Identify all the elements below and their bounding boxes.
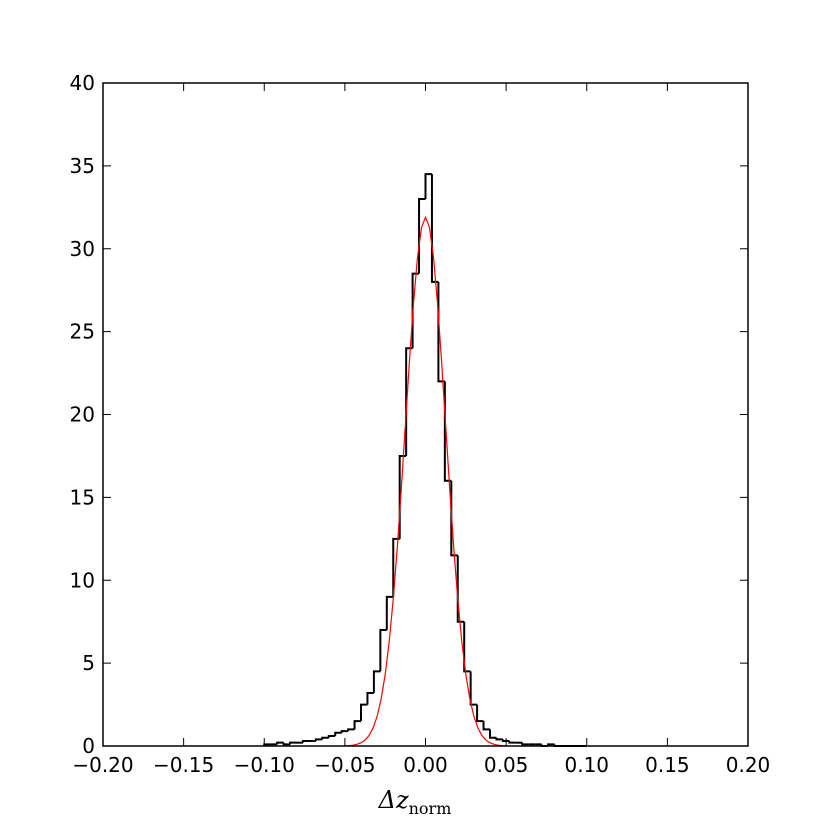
x-label-main: Δz xyxy=(378,786,409,814)
y-tick-label: 5 xyxy=(82,651,95,675)
y-tick-label: 10 xyxy=(70,568,95,592)
histogram-bin xyxy=(289,741,297,745)
y-tick-label: 15 xyxy=(70,485,95,509)
histogram-bin xyxy=(424,173,432,200)
histogram-bin xyxy=(385,595,394,630)
histogram-bin xyxy=(301,740,310,743)
histogram-bin xyxy=(469,671,478,706)
histogram-bin xyxy=(379,628,387,672)
y-tick-label: 40 xyxy=(70,71,95,95)
y-tick-label: 25 xyxy=(70,320,95,344)
histogram-bin xyxy=(430,174,439,283)
histogram-bin xyxy=(411,272,420,349)
y-tick-label: 20 xyxy=(70,403,95,427)
x-tick-label: 0.20 xyxy=(726,753,771,777)
fit-line xyxy=(344,215,507,747)
x-tick-label: 0.15 xyxy=(645,753,690,777)
histogram-bin xyxy=(476,704,484,723)
histogram-bin xyxy=(360,703,368,722)
x-tick-label: −0.05 xyxy=(314,753,375,777)
x-tick-label: 0.00 xyxy=(403,753,448,777)
histogram-bin xyxy=(327,735,336,738)
y-tick-label: 30 xyxy=(70,237,95,261)
histogram-bin xyxy=(353,720,361,730)
x-tick-label: −0.10 xyxy=(234,753,295,777)
x-tick-label: 0.05 xyxy=(484,753,529,777)
histogram-bin xyxy=(489,729,497,739)
histogram-bin xyxy=(314,738,323,742)
histogram-bin xyxy=(456,555,465,623)
x-label-sub: norm xyxy=(409,799,452,818)
histogram-bin xyxy=(340,730,349,733)
histogram-bin xyxy=(321,736,329,740)
x-tick-label: −0.15 xyxy=(153,753,214,777)
histogram-bin xyxy=(282,742,291,746)
x-tick-label: −0.20 xyxy=(72,753,133,777)
histogram-bin xyxy=(501,739,510,743)
histogram-bin xyxy=(347,728,355,732)
histogram-bin xyxy=(482,721,490,731)
histogram-bin xyxy=(521,742,529,746)
y-tick-label: 35 xyxy=(70,154,95,178)
histogram-bin xyxy=(495,737,503,741)
x-tick-label: 0.10 xyxy=(564,753,609,777)
histogram-bin xyxy=(372,670,381,693)
histogram-bin xyxy=(276,741,284,745)
histogram-bin xyxy=(463,621,471,673)
x-axis-label: Δznorm xyxy=(378,786,452,818)
histogram-bin xyxy=(508,741,516,744)
histogram-bin xyxy=(366,691,374,705)
y-tick-label: 0 xyxy=(82,734,95,758)
histogram-bin xyxy=(334,731,342,737)
